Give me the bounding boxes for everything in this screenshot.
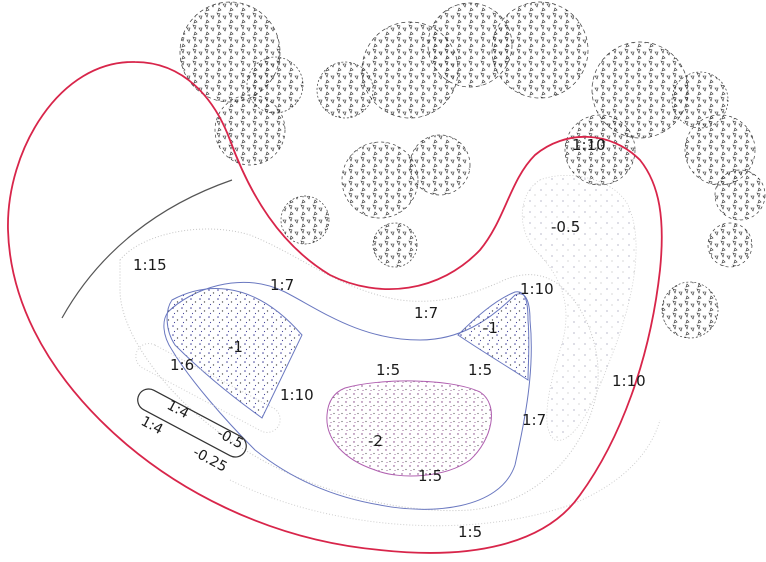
- tree-icon: [410, 135, 470, 195]
- level-label: -1: [483, 319, 498, 337]
- slope-label: 1:5: [468, 361, 492, 379]
- slope-label: 1:10: [612, 372, 646, 390]
- slope-label: 1:5: [418, 467, 442, 485]
- tree-icon: [492, 2, 588, 98]
- slope-label: 1:6: [170, 356, 194, 374]
- slope-label: 1:10: [280, 386, 314, 404]
- area-level-neg1-right: [457, 291, 530, 381]
- tree-icon: [662, 282, 718, 338]
- level-label: -2: [368, 432, 383, 450]
- tree-icon: [592, 42, 688, 138]
- slope-label: 1:5: [458, 523, 482, 541]
- slope-label: 1:4: [138, 413, 165, 438]
- area-level-neg1-left: [166, 288, 303, 419]
- label-group: 1:15 1:10 1:10 1:10 1:10 1:7 1:7 1:7 1:6…: [133, 136, 646, 541]
- contour-pill-outer: [135, 343, 281, 433]
- site-boundary: [7, 61, 663, 554]
- contour-outer: [119, 228, 599, 512]
- slope-label: 1:7: [270, 276, 294, 294]
- level-label: -0.5: [551, 218, 580, 236]
- tree-canopy-group: [179, 1, 766, 339]
- slope-label: 1:7: [522, 411, 546, 429]
- area-level-neg0-25: [137, 388, 247, 458]
- divider-line: [61, 179, 233, 319]
- tree-icon: [708, 223, 752, 267]
- area-level-neg2: [326, 380, 492, 477]
- contour-blue: [163, 282, 532, 510]
- tree-icon: [281, 196, 329, 244]
- tree-icon: [672, 72, 728, 128]
- slope-label: 1:15: [133, 256, 167, 274]
- tree-icon: [715, 170, 765, 220]
- tree-icon: [342, 142, 418, 218]
- tree-icon: [373, 223, 417, 267]
- tree-icon: [317, 62, 373, 118]
- level-label: -0.25: [190, 444, 230, 475]
- level-label: -1: [228, 338, 243, 356]
- tree-icon: [428, 3, 512, 87]
- slope-label: 1:5: [376, 361, 400, 379]
- level-label: -0.5: [214, 425, 246, 452]
- slope-label: 1:10: [572, 136, 606, 154]
- slope-label: 1:10: [520, 280, 554, 298]
- slope-label: 1:4: [164, 397, 191, 422]
- tree-icon: [685, 115, 755, 185]
- slope-label: 1:7: [414, 304, 438, 322]
